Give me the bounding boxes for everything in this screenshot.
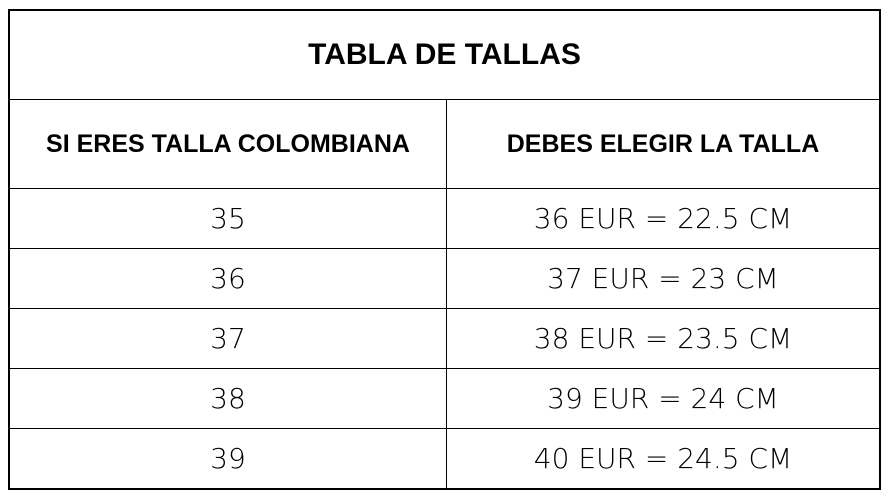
table-row: 37 38 EUR = 23.5 CM <box>8 308 881 369</box>
eur-size: 37 EUR = 23 CM <box>446 248 881 309</box>
table-row: 35 36 EUR = 22.5 CM <box>8 188 881 249</box>
colombian-size: 36 <box>8 248 447 309</box>
header-choose-size: DEBES ELEGIR LA TALLA <box>446 99 881 189</box>
eur-size: 39 EUR = 24 CM <box>446 368 881 429</box>
colombian-size: 37 <box>8 308 447 369</box>
table-row: 39 40 EUR = 24.5 CM <box>8 428 881 490</box>
header-colombian-size: SI ERES TALLA COLOMBIANA <box>8 99 447 189</box>
table-row: 38 39 EUR = 24 CM <box>8 368 881 429</box>
table-row: 36 37 EUR = 23 CM <box>8 248 881 309</box>
eur-size: 40 EUR = 24.5 CM <box>446 428 881 490</box>
colombian-size: 35 <box>8 188 447 249</box>
colombian-size: 38 <box>8 368 447 429</box>
size-chart-table: TABLA DE TALLAS SI ERES TALLA COLOMBIANA… <box>8 9 881 490</box>
eur-size: 38 EUR = 23.5 CM <box>446 308 881 369</box>
colombian-size: 39 <box>8 428 447 490</box>
eur-size: 36 EUR = 22.5 CM <box>446 188 881 249</box>
table-title: TABLA DE TALLAS <box>8 9 881 100</box>
